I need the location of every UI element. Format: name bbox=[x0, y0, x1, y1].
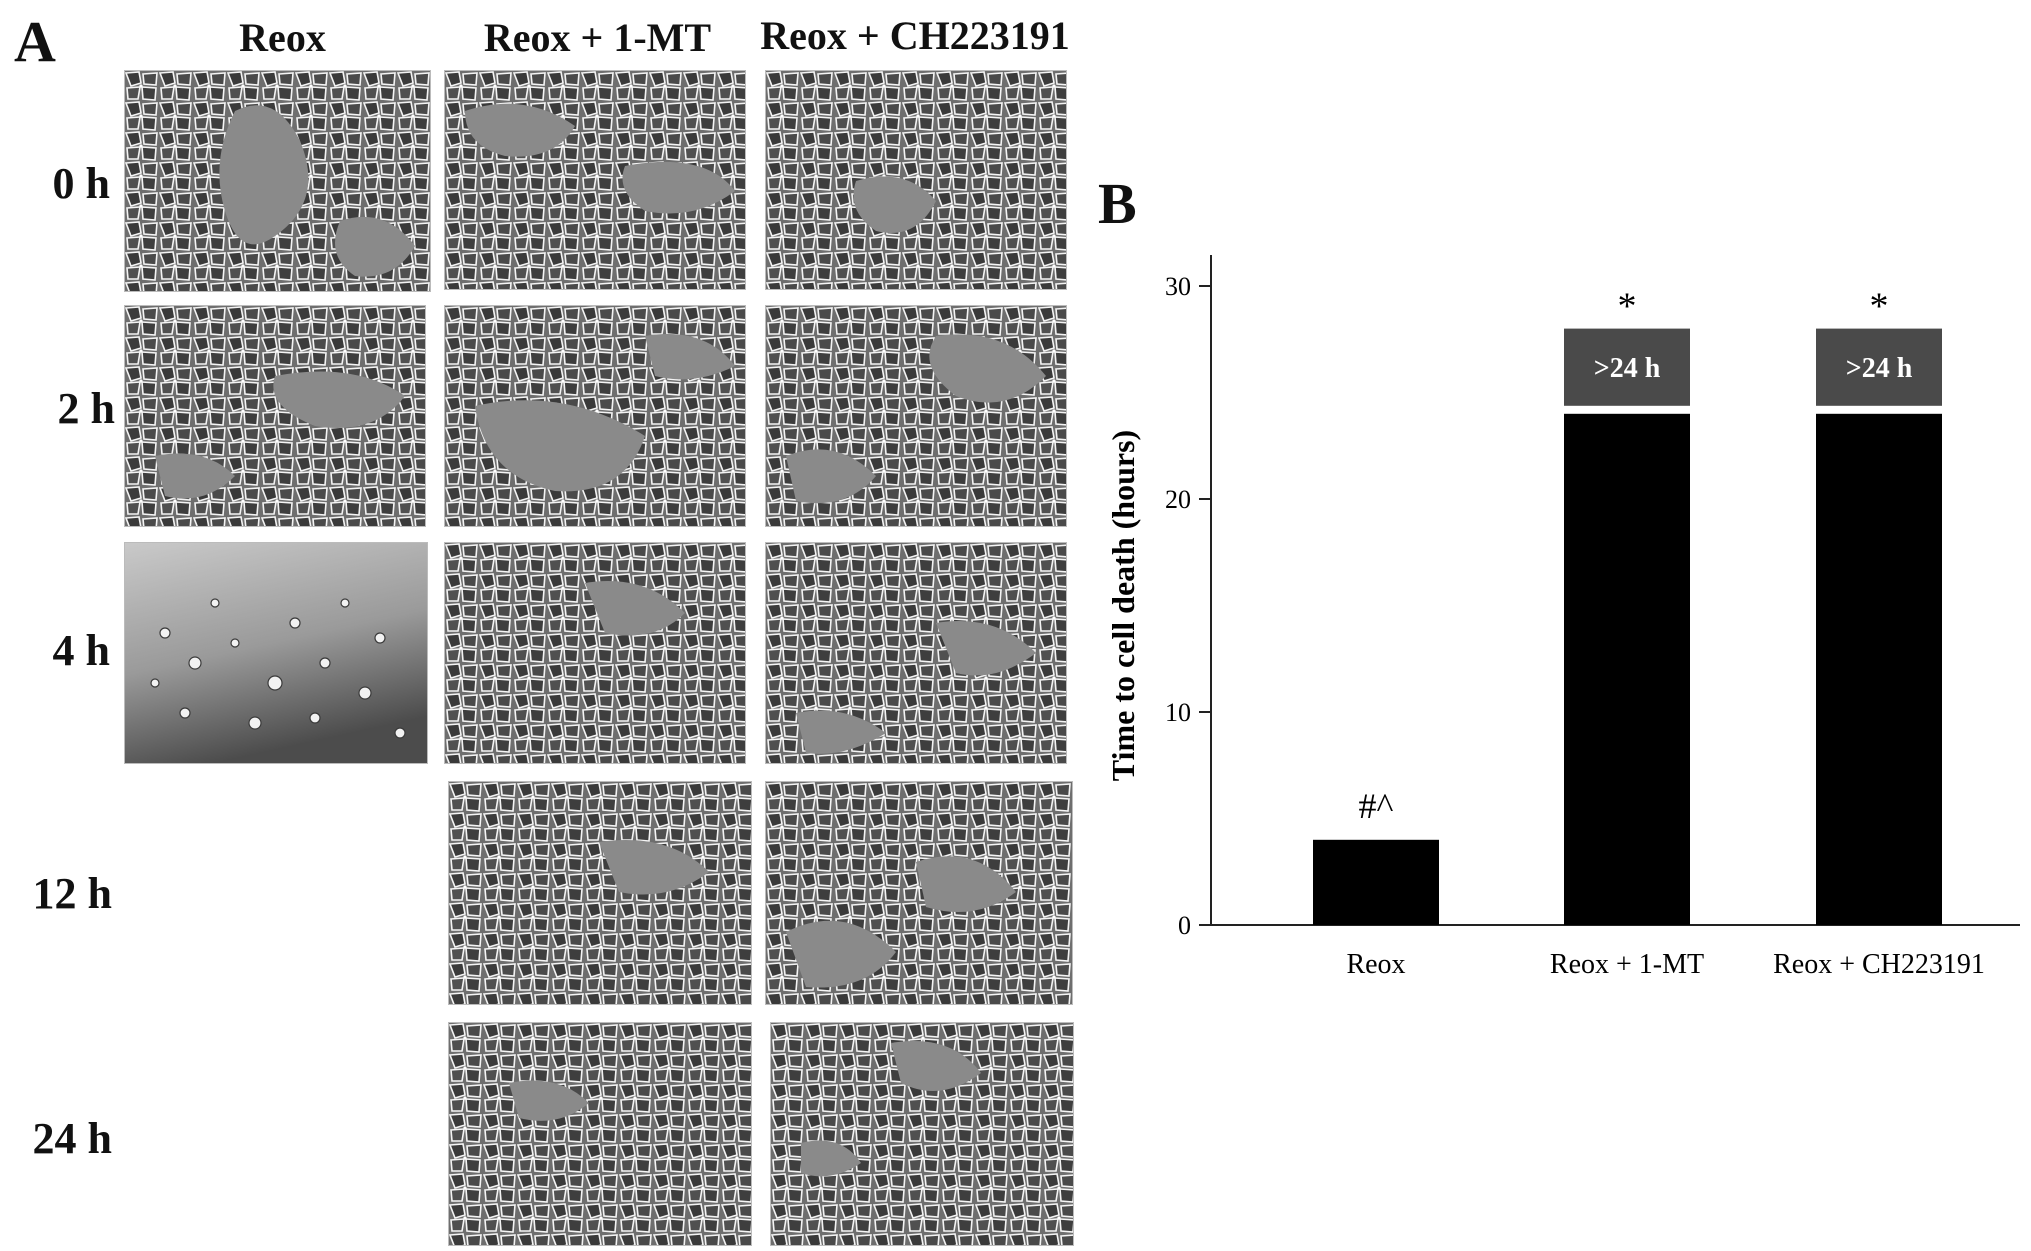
x-tick-label: Reox + 1-MT bbox=[1550, 949, 1704, 980]
bar bbox=[1816, 413, 1942, 925]
significance-marker: #^ bbox=[1359, 786, 1394, 826]
bar bbox=[1313, 839, 1439, 925]
y-tick-label: 30 bbox=[1165, 272, 1191, 301]
y-tick-label: 0 bbox=[1178, 911, 1191, 940]
row-label-24h: 24 h bbox=[32, 1114, 112, 1163]
micrograph-reox-1mt-12h bbox=[448, 781, 752, 1005]
x-tick-label: Reox + CH223191 bbox=[1773, 949, 1985, 980]
micrograph-reox-0h bbox=[124, 70, 431, 292]
y-tick-label: 20 bbox=[1165, 485, 1191, 514]
bar-extension-box bbox=[1816, 328, 1942, 406]
column-header-reox: Reox bbox=[239, 15, 326, 60]
micrograph-reox-ch223191-12h bbox=[765, 781, 1073, 1005]
row-label-12h: 12 h bbox=[32, 869, 112, 918]
micrograph-reox-1mt-0h bbox=[444, 70, 746, 290]
column-header-reox-1mt: Reox + 1-MT bbox=[483, 15, 712, 60]
x-tick-label: Reox bbox=[1346, 949, 1405, 980]
y-tick-label: 10 bbox=[1165, 698, 1191, 727]
micrograph-reox-ch223191-2h bbox=[765, 305, 1067, 527]
y-axis-label: Time to cell death (hours) bbox=[1105, 430, 1141, 781]
row-label-0h: 0 h bbox=[52, 159, 110, 208]
significance-marker: * bbox=[1618, 286, 1637, 328]
micrograph-reox-ch223191-0h bbox=[765, 70, 1067, 290]
micrograph-reox-1mt-4h bbox=[444, 542, 746, 764]
micrograph-reox-4h bbox=[124, 542, 428, 764]
micrograph-reox-ch223191-24h bbox=[770, 1022, 1074, 1246]
column-header-reox-ch223191: Reox + CH223191 bbox=[760, 13, 1070, 58]
micrograph-reox-1mt-24h bbox=[448, 1022, 752, 1246]
bar bbox=[1564, 413, 1690, 925]
row-label-2h: 2 h bbox=[57, 384, 115, 433]
micrograph-reox-1mt-2h bbox=[444, 305, 746, 527]
micrograph-reox-ch223191-4h bbox=[765, 542, 1067, 764]
bar-box-label: >24 h bbox=[1594, 353, 1661, 384]
micrograph-reox-2h bbox=[124, 305, 426, 527]
significance-marker: * bbox=[1870, 286, 1889, 328]
row-label-4h: 4 h bbox=[52, 626, 110, 675]
bar-extension-box bbox=[1564, 328, 1690, 406]
panel-a-label: A bbox=[14, 9, 56, 74]
bar-box-label: >24 h bbox=[1846, 353, 1913, 384]
panel-b-label: B bbox=[1098, 171, 1137, 236]
